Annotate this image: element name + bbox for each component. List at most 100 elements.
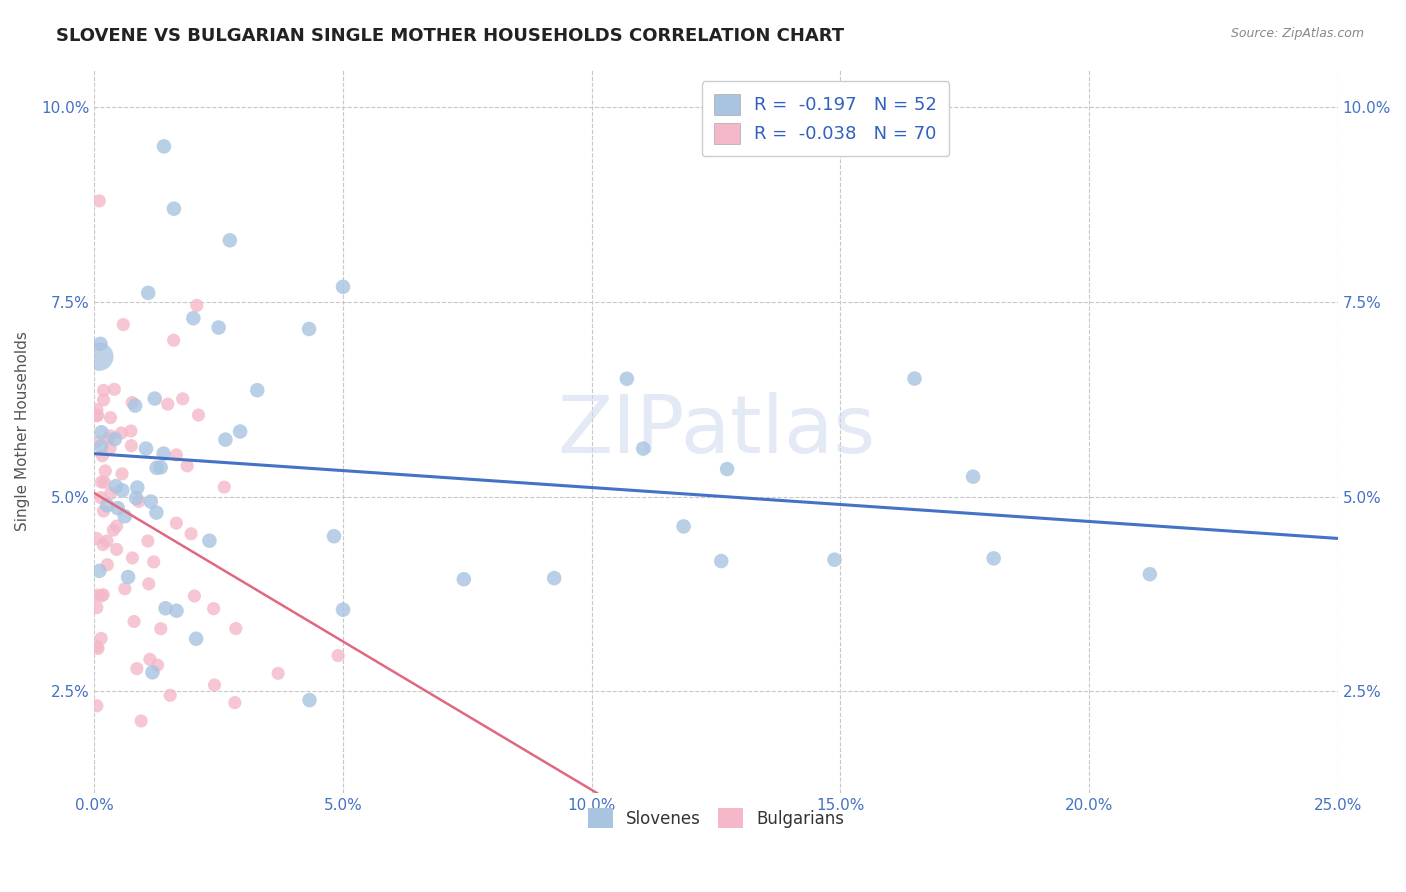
Point xyxy=(214,480,236,494)
Point xyxy=(198,533,221,548)
Point xyxy=(121,395,143,409)
Point xyxy=(332,280,354,294)
Point xyxy=(114,582,136,596)
Point xyxy=(186,632,208,646)
Point xyxy=(94,464,117,478)
Point xyxy=(202,601,225,615)
Point xyxy=(100,486,122,500)
Point xyxy=(141,665,163,680)
Point xyxy=(246,383,269,397)
Point xyxy=(87,641,110,656)
Point xyxy=(543,571,565,585)
Point xyxy=(136,285,159,300)
Point xyxy=(93,504,115,518)
Point xyxy=(120,439,142,453)
Legend: Slovenes, Bulgarians: Slovenes, Bulgarians xyxy=(581,801,851,835)
Point xyxy=(96,558,118,572)
Point xyxy=(145,460,167,475)
Point xyxy=(89,564,111,578)
Point xyxy=(326,648,349,663)
Point xyxy=(89,337,111,351)
Point xyxy=(104,479,127,493)
Point xyxy=(298,322,321,336)
Point xyxy=(86,588,108,602)
Point xyxy=(104,432,127,446)
Point xyxy=(117,570,139,584)
Point xyxy=(672,519,695,533)
Point xyxy=(90,491,112,505)
Point xyxy=(298,693,321,707)
Point xyxy=(93,384,115,398)
Point xyxy=(633,442,655,456)
Point xyxy=(143,392,166,406)
Point xyxy=(86,600,108,615)
Point xyxy=(86,640,108,654)
Point xyxy=(114,509,136,524)
Point xyxy=(135,442,157,456)
Point xyxy=(111,483,134,498)
Point xyxy=(172,392,194,406)
Point xyxy=(149,622,172,636)
Point xyxy=(111,467,134,481)
Point xyxy=(332,602,354,616)
Point xyxy=(122,615,145,629)
Point xyxy=(97,432,120,446)
Point xyxy=(1139,567,1161,582)
Point xyxy=(86,409,108,423)
Point xyxy=(105,519,128,533)
Point xyxy=(155,601,177,615)
Point xyxy=(127,481,149,495)
Point xyxy=(121,551,143,566)
Point xyxy=(267,666,290,681)
Point xyxy=(138,577,160,591)
Point xyxy=(225,622,247,636)
Point xyxy=(187,408,209,422)
Point xyxy=(90,440,112,454)
Point xyxy=(149,460,172,475)
Point xyxy=(103,523,125,537)
Point xyxy=(105,542,128,557)
Point xyxy=(176,458,198,473)
Point xyxy=(91,538,114,552)
Point xyxy=(110,425,132,440)
Text: Source: ZipAtlas.com: Source: ZipAtlas.com xyxy=(1230,27,1364,40)
Point xyxy=(903,371,925,385)
Point xyxy=(124,399,146,413)
Point xyxy=(91,449,114,463)
Point xyxy=(163,202,186,216)
Point xyxy=(93,475,115,490)
Point xyxy=(962,469,984,483)
Point xyxy=(823,552,845,566)
Text: ZIPatlas: ZIPatlas xyxy=(557,392,875,469)
Point xyxy=(96,534,118,549)
Point xyxy=(96,499,118,513)
Point xyxy=(91,588,114,602)
Point xyxy=(128,494,150,508)
Point xyxy=(224,696,246,710)
Point xyxy=(183,589,205,603)
Point xyxy=(86,408,108,422)
Point xyxy=(107,501,129,516)
Point xyxy=(983,551,1005,566)
Point xyxy=(156,397,179,411)
Point xyxy=(186,298,208,312)
Point xyxy=(129,714,152,728)
Point xyxy=(453,572,475,586)
Point xyxy=(90,589,112,603)
Point xyxy=(86,532,108,546)
Point xyxy=(90,425,112,440)
Point xyxy=(229,425,252,439)
Point xyxy=(204,678,226,692)
Point xyxy=(145,506,167,520)
Point xyxy=(180,526,202,541)
Point xyxy=(323,529,346,543)
Point xyxy=(165,448,187,462)
Point xyxy=(716,462,738,476)
Point xyxy=(100,410,122,425)
Point xyxy=(112,318,135,332)
Point xyxy=(98,429,121,443)
Point xyxy=(86,434,108,449)
Point xyxy=(90,632,112,646)
Point xyxy=(139,652,162,666)
Point xyxy=(136,534,159,549)
